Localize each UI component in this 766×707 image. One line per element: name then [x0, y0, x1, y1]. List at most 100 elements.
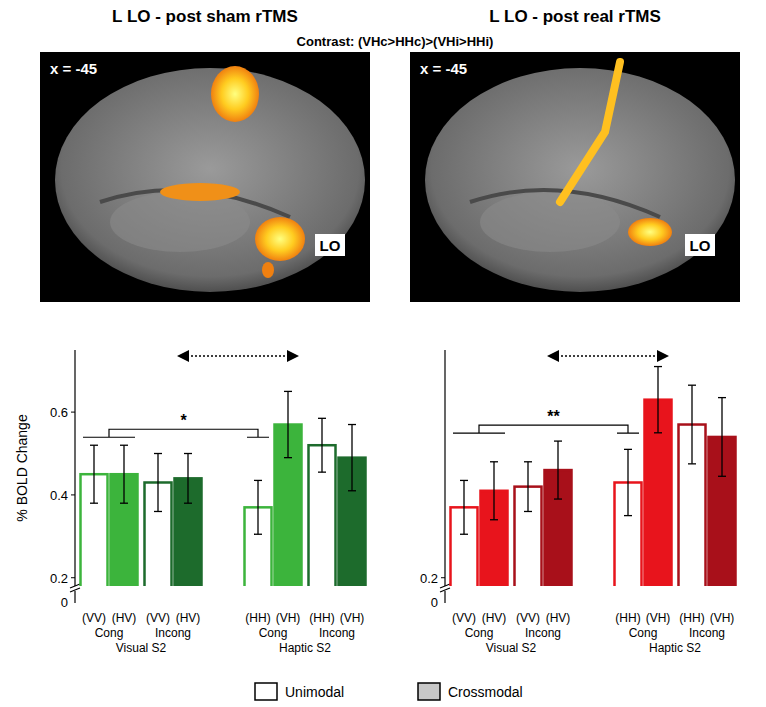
- y-break-label: 0: [431, 595, 438, 610]
- brain-detail: [110, 192, 250, 252]
- group-label: Cong: [465, 626, 494, 640]
- title: L LO - post real rTMS: [489, 7, 661, 26]
- x-tick-label: (VH): [340, 611, 365, 625]
- error-cap: [90, 445, 98, 446]
- error-line: [187, 454, 188, 504]
- error-cap: [348, 490, 356, 491]
- error-line: [657, 367, 658, 433]
- arrow-line: [557, 355, 659, 357]
- error-cap: [460, 480, 468, 481]
- y-axis: [74, 350, 75, 586]
- error-cap: [654, 366, 662, 367]
- error-bar: [624, 449, 632, 515]
- error-bar: [120, 445, 128, 503]
- significance-label: **: [547, 408, 560, 425]
- significance-bracket: [83, 429, 269, 437]
- error-line: [351, 425, 352, 491]
- error-line: [463, 480, 464, 534]
- error-cap: [154, 453, 162, 454]
- error-cap: [490, 519, 498, 520]
- arrow-head: [177, 350, 189, 362]
- error-line: [321, 418, 322, 472]
- error-bar: [490, 462, 498, 520]
- error-line: [627, 449, 628, 515]
- slice-label: x = -45: [420, 60, 467, 77]
- legend-swatch: [418, 683, 440, 700]
- error-bar: [460, 480, 468, 534]
- group-label: Incong: [689, 626, 725, 640]
- region-label-box: [685, 234, 715, 256]
- error-bar: [154, 454, 162, 512]
- error-cap: [254, 534, 262, 535]
- error-cap: [120, 445, 128, 446]
- error-bar: [254, 480, 262, 534]
- error-cap: [460, 534, 468, 535]
- error-cap: [284, 391, 292, 392]
- x-tick-label: (VH): [276, 611, 301, 625]
- marks: [451, 367, 736, 586]
- error-bar: [184, 454, 192, 504]
- error-cap: [348, 424, 356, 425]
- error-cap: [318, 418, 326, 419]
- activation: [255, 217, 305, 261]
- error-cap: [718, 476, 726, 477]
- group-label: Cong: [95, 626, 124, 640]
- error-cap: [254, 480, 262, 481]
- supergroup-label: Haptic S2: [279, 641, 331, 655]
- region-label: LO: [320, 237, 341, 254]
- brain: [425, 68, 735, 292]
- marks: [81, 391, 366, 586]
- error-line: [257, 480, 258, 534]
- slice-label: x = -45: [50, 60, 97, 77]
- error-line: [93, 445, 94, 503]
- x-tick-label: (VV): [82, 611, 106, 625]
- error-cap: [120, 503, 128, 504]
- error-cap: [718, 397, 726, 398]
- subtitle: Contrast: (VHc>HHc)>(VHi>HHi): [297, 34, 494, 49]
- error-line: [123, 445, 124, 503]
- error-cap: [524, 461, 532, 462]
- legend-swatch: [255, 683, 277, 700]
- error-bar: [718, 398, 726, 477]
- group-label: Incong: [525, 626, 561, 640]
- y-break-label: 0: [61, 595, 68, 610]
- chart: L LO - post sham rTMSx = -45LO00.20.40.6…: [14, 7, 370, 655]
- error-cap: [490, 461, 498, 462]
- significance-bracket: [453, 425, 639, 433]
- image-background: [40, 52, 370, 302]
- x-tick-label: (HH): [679, 611, 704, 625]
- error-cap: [284, 457, 292, 458]
- group-label: Incong: [155, 626, 191, 640]
- error-cap: [184, 503, 192, 504]
- figure: Contrast: (VHc>HHc)>(VHi>HHi) L LO - post…: [0, 0, 766, 707]
- activation: [262, 262, 274, 278]
- y-tick-label: 0.4: [50, 488, 68, 503]
- activation: [560, 62, 620, 202]
- y-tick: [71, 494, 75, 495]
- x-tick-label: (VV): [516, 611, 540, 625]
- x-tick-label: (HV): [546, 611, 571, 625]
- y-tick-label: 0.2: [420, 571, 438, 586]
- error-cap: [554, 440, 562, 441]
- x-tick-label: (HV): [482, 611, 507, 625]
- x-tick-label: (HH): [615, 611, 640, 625]
- x-tick-label: (VV): [452, 611, 476, 625]
- activation: [211, 66, 259, 122]
- region-label-box: [315, 234, 345, 256]
- error-line: [287, 391, 288, 457]
- region-label: LO: [690, 237, 711, 254]
- error-cap: [554, 498, 562, 499]
- error-bar: [688, 385, 696, 464]
- arrow-head: [547, 350, 559, 362]
- error-cap: [184, 453, 192, 454]
- y-tick-label: 0.6: [50, 405, 68, 420]
- arrow-head: [657, 350, 669, 362]
- supergroup-label: Haptic S2: [649, 641, 701, 655]
- error-line: [691, 385, 692, 464]
- y-label: % BOLD Change: [14, 414, 30, 522]
- error-cap: [524, 511, 532, 512]
- error-bar: [524, 462, 532, 512]
- x-tick-label: (VH): [646, 611, 671, 625]
- error-cap: [624, 449, 632, 450]
- supergroup-label: Visual S2: [116, 641, 167, 655]
